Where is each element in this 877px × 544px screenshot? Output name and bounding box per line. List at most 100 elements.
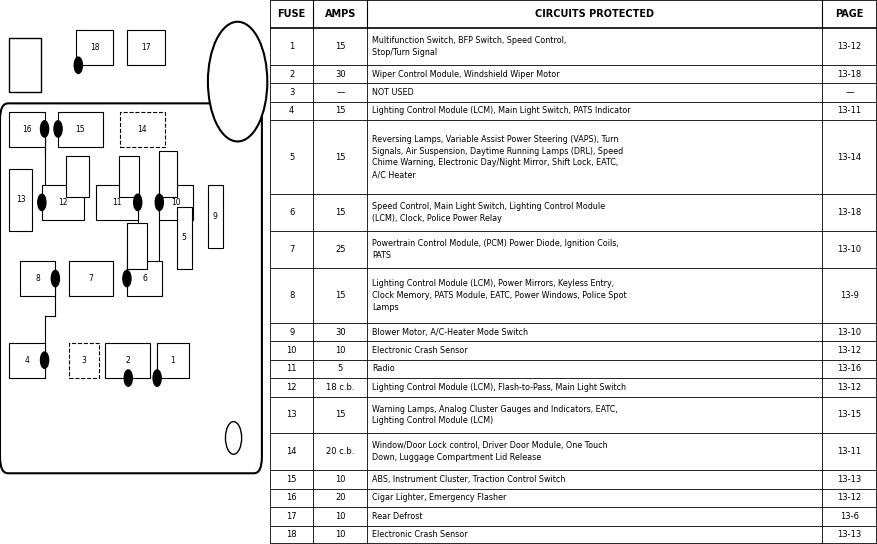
Text: Window/Door Lock control, Driver Door Module, One Touch
Down, Luggage Compartmen: Window/Door Lock control, Driver Door Mo… <box>372 442 608 462</box>
Circle shape <box>75 57 82 73</box>
Bar <box>105 343 150 378</box>
Text: 15: 15 <box>75 125 85 134</box>
Text: Blower Motor, A/C-Heater Mode Switch: Blower Motor, A/C-Heater Mode Switch <box>372 327 528 337</box>
Text: 15: 15 <box>335 208 346 217</box>
Circle shape <box>133 194 142 211</box>
Text: 13-13: 13-13 <box>838 530 862 539</box>
Text: 10: 10 <box>335 530 346 539</box>
Text: 13-12: 13-12 <box>838 346 862 355</box>
Bar <box>42 185 83 220</box>
Bar <box>127 261 162 296</box>
Text: 10: 10 <box>171 198 181 207</box>
Text: 13-13: 13-13 <box>838 475 862 484</box>
Text: 8: 8 <box>35 274 40 283</box>
Text: 13-16: 13-16 <box>838 364 862 373</box>
Text: AMPS: AMPS <box>324 9 356 19</box>
Text: Rear Defrost: Rear Defrost <box>372 512 423 521</box>
Text: Cigar Lighter, Emergency Flasher: Cigar Lighter, Emergency Flasher <box>372 493 506 503</box>
Text: 1: 1 <box>289 42 295 51</box>
Text: 5: 5 <box>289 152 295 162</box>
Text: 15: 15 <box>335 411 346 419</box>
Bar <box>127 30 165 65</box>
Text: 7: 7 <box>289 245 295 254</box>
Text: PAGE: PAGE <box>836 9 864 19</box>
Text: 1: 1 <box>170 356 175 365</box>
Circle shape <box>123 270 131 287</box>
FancyBboxPatch shape <box>0 103 262 473</box>
Text: Lighting Control Module (LCM), Power Mirrors, Keyless Entry,
Clock Memory, PATS : Lighting Control Module (LCM), Power Mir… <box>372 279 627 312</box>
Text: 5: 5 <box>182 233 187 243</box>
Text: 13-14: 13-14 <box>838 152 862 162</box>
Bar <box>69 343 98 378</box>
Text: 12: 12 <box>287 383 297 392</box>
Text: 13-6: 13-6 <box>840 512 859 521</box>
Bar <box>10 38 40 92</box>
Text: 12: 12 <box>58 198 68 207</box>
Text: 8: 8 <box>289 290 295 300</box>
Text: Radio: Radio <box>372 364 395 373</box>
Text: Multifunction Switch, BFP Switch, Speed Control,
Stop/Turn Signal: Multifunction Switch, BFP Switch, Speed … <box>372 36 567 57</box>
Text: 15: 15 <box>335 152 346 162</box>
Text: 3: 3 <box>82 356 86 365</box>
Text: 2: 2 <box>289 70 295 78</box>
Text: Reversing Lamps, Variable Assist Power Steering (VAPS), Turn
Signals, Air Suspen: Reversing Lamps, Variable Assist Power S… <box>372 135 624 179</box>
Text: 15: 15 <box>335 107 346 115</box>
Text: 13-9: 13-9 <box>840 290 859 300</box>
Text: 10: 10 <box>335 346 346 355</box>
Text: 11: 11 <box>287 364 297 373</box>
Text: 7: 7 <box>89 274 94 283</box>
Bar <box>120 112 165 147</box>
Text: FUSE: FUSE <box>278 9 306 19</box>
Text: 18: 18 <box>287 530 297 539</box>
Text: 13-11: 13-11 <box>838 447 862 456</box>
Bar <box>160 185 193 220</box>
Text: 16: 16 <box>287 493 297 503</box>
Text: 13-15: 13-15 <box>838 411 862 419</box>
Circle shape <box>153 370 161 386</box>
Text: 13-18: 13-18 <box>838 70 862 78</box>
Text: 9: 9 <box>213 212 217 221</box>
Text: 2: 2 <box>125 356 130 365</box>
Text: 20 c.b.: 20 c.b. <box>326 447 354 456</box>
Text: 17: 17 <box>141 43 151 52</box>
Text: 17: 17 <box>287 512 297 521</box>
Text: 13: 13 <box>16 195 25 205</box>
Bar <box>58 112 103 147</box>
Circle shape <box>38 194 46 211</box>
Text: NOT USED: NOT USED <box>372 88 414 97</box>
Text: ABS, Instrument Cluster, Traction Control Switch: ABS, Instrument Cluster, Traction Contro… <box>372 475 566 484</box>
Text: Electronic Crash Sensor: Electronic Crash Sensor <box>372 530 467 539</box>
Bar <box>208 185 223 248</box>
Bar <box>127 223 147 269</box>
Text: 16: 16 <box>22 125 32 134</box>
Text: —: — <box>336 88 345 97</box>
Circle shape <box>40 121 48 137</box>
Circle shape <box>208 22 267 141</box>
Text: 13-10: 13-10 <box>838 245 862 254</box>
Text: 4: 4 <box>25 356 30 365</box>
Circle shape <box>54 121 62 137</box>
Bar <box>69 261 113 296</box>
Text: 3: 3 <box>289 88 295 97</box>
Text: —: — <box>845 88 854 97</box>
Bar <box>10 169 32 231</box>
Text: 5: 5 <box>338 364 343 373</box>
Text: 10: 10 <box>335 475 346 484</box>
Text: 15: 15 <box>335 290 346 300</box>
Bar <box>75 30 113 65</box>
Text: 10: 10 <box>287 346 297 355</box>
Text: CIRCUITS PROTECTED: CIRCUITS PROTECTED <box>535 9 654 19</box>
Bar <box>96 185 138 220</box>
Text: Warning Lamps, Analog Cluster Gauges and Indicators, EATC,
Lighting Control Modu: Warning Lamps, Analog Cluster Gauges and… <box>372 405 617 425</box>
Bar <box>118 156 139 197</box>
Text: Wiper Control Module, Windshield Wiper Motor: Wiper Control Module, Windshield Wiper M… <box>372 70 560 78</box>
Circle shape <box>40 352 48 368</box>
Text: Lighting Control Module (LCM), Flash-to-Pass, Main Light Switch: Lighting Control Module (LCM), Flash-to-… <box>372 383 626 392</box>
Text: 13-12: 13-12 <box>838 383 862 392</box>
Circle shape <box>125 370 132 386</box>
Bar <box>10 343 45 378</box>
Bar <box>20 261 55 296</box>
Bar <box>66 156 89 197</box>
Text: 13-10: 13-10 <box>838 327 862 337</box>
Text: 13-12: 13-12 <box>838 42 862 51</box>
